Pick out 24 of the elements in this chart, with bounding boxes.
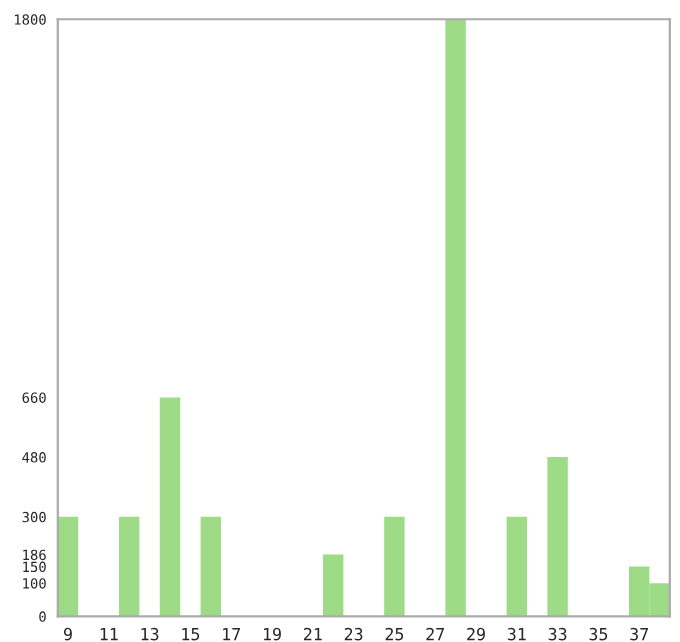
bar bbox=[384, 516, 405, 617]
x-tick-label: 37 bbox=[630, 627, 648, 641]
x-tick-label: 13 bbox=[141, 627, 159, 641]
x-tick-label: 15 bbox=[182, 628, 200, 641]
x-tick-label: 29 bbox=[467, 627, 485, 641]
x-tick-label: 27 bbox=[426, 627, 444, 641]
x-tick-label: 17 bbox=[223, 628, 240, 641]
bar bbox=[200, 516, 221, 617]
x-tick-label: 9 bbox=[64, 627, 72, 641]
x-tick-label: 25 bbox=[385, 627, 404, 641]
x-tick-label: 21 bbox=[304, 627, 322, 641]
bar bbox=[159, 397, 181, 617]
bar bbox=[547, 457, 568, 617]
x-tick-label: 33 bbox=[548, 627, 567, 641]
bar bbox=[57, 516, 79, 617]
bar bbox=[119, 516, 140, 617]
x-tick-label: 23 bbox=[344, 627, 363, 641]
x-tick-label: 19 bbox=[263, 627, 281, 641]
x-tick-label: 35 bbox=[589, 627, 608, 641]
bar bbox=[445, 19, 466, 617]
bar bbox=[506, 516, 527, 617]
bar bbox=[323, 554, 344, 617]
x-tick-label: 31 bbox=[507, 627, 526, 641]
x-tick-label: 11 bbox=[100, 628, 118, 641]
